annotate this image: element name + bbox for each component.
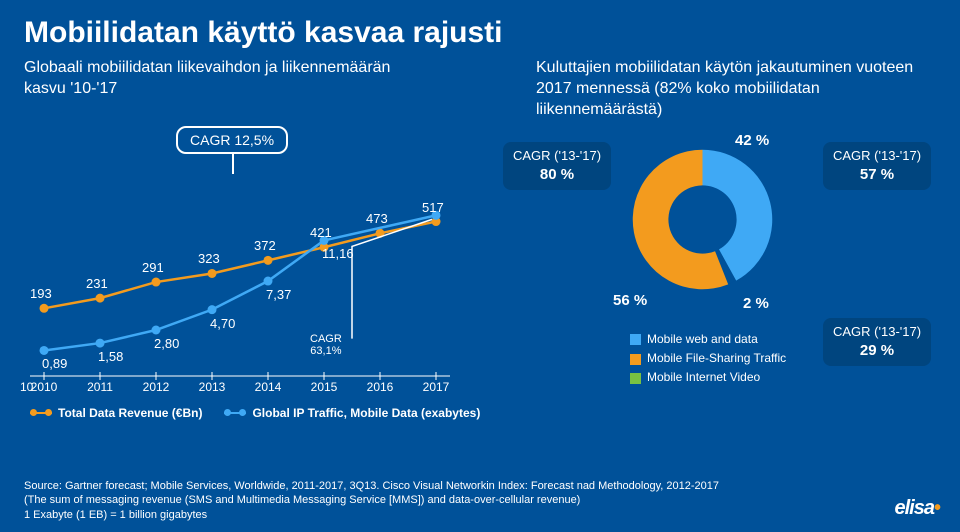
elisa-logo: elisa• <box>895 497 941 520</box>
donut-legend-item: Mobile web and data <box>630 330 786 349</box>
traffic-value-label: 2,80 <box>154 336 179 351</box>
revenue-value-label: 323 <box>198 251 220 266</box>
traffic-value-label: 4,70 <box>210 316 235 331</box>
donut-panel: 42 % 2 % 56 % Mobile web and dataMobile … <box>485 130 960 472</box>
x-axis-label: 2016 <box>357 380 403 394</box>
subtitle-right: Kuluttajien mobiilidatan käytön jakautum… <box>536 58 936 120</box>
donut-pct-left: 56 % <box>613 292 647 309</box>
cagr-mid-callout: CAGR 63,1% <box>310 333 342 357</box>
donut-pct-top: 42 % <box>735 132 769 149</box>
donut-svg <box>625 142 780 297</box>
donut-legend: Mobile web and dataMobile File-Sharing T… <box>630 330 786 388</box>
x-axis-label: 2015 <box>301 380 347 394</box>
line-chart: CAGR 12,5% 10 CAGR 63,1% Total Data Reve… <box>30 130 485 420</box>
revenue-value-label: 231 <box>86 276 108 291</box>
traffic-value-label: 11,16 <box>322 246 354 261</box>
x-axis-label: 2012 <box>133 380 179 394</box>
cagr-top-callout: CAGR 12,5% <box>176 126 288 154</box>
cagr-box: CAGR ('13-'17)80 % <box>503 142 611 190</box>
revenue-value-label: 517 <box>422 200 444 215</box>
revenue-value-label: 473 <box>366 211 388 226</box>
x-axis-label: 2014 <box>245 380 291 394</box>
x-axis-label: 2010 <box>21 380 67 394</box>
x-axis-label: 2013 <box>189 380 235 394</box>
line-chart-svg <box>30 170 450 380</box>
legend-revenue: Total Data Revenue (€Bn) <box>30 406 202 420</box>
donut-chart <box>625 142 780 297</box>
legend-traffic: Global IP Traffic, Mobile Data (exabytes… <box>224 406 480 420</box>
subtitle-row: Globaali mobiilidatan liikevaihdon ja li… <box>0 50 960 120</box>
marker-icon <box>30 412 52 414</box>
x-axis-label: 2011 <box>77 380 123 394</box>
line-chart-legend: Total Data Revenue (€Bn) Global IP Traff… <box>30 406 480 420</box>
donut-legend-item: Mobile File-Sharing Traffic <box>630 349 786 368</box>
revenue-value-label: 421 <box>310 225 332 240</box>
content-area: CAGR 12,5% 10 CAGR 63,1% Total Data Reve… <box>0 130 960 472</box>
cagr-box: CAGR ('13-'17)57 % <box>823 142 931 190</box>
traffic-value-label: 0,89 <box>42 356 67 371</box>
x-axis-label: 2017 <box>413 380 459 394</box>
traffic-value-label: 7,37 <box>266 287 291 302</box>
revenue-value-label: 193 <box>30 286 52 301</box>
traffic-value-label: 1,58 <box>98 349 123 364</box>
cagr-box: CAGR ('13-'17)29 % <box>823 318 931 366</box>
donut-pct-right: 2 % <box>743 295 769 312</box>
revenue-value-label: 291 <box>142 260 164 275</box>
donut-legend-item: Mobile Internet Video <box>630 368 786 387</box>
marker-icon <box>224 412 246 414</box>
logo-dot-icon: • <box>934 497 940 519</box>
subtitle-left: Globaali mobiilidatan liikevaihdon ja li… <box>24 58 416 120</box>
page-title: Mobiilidatan käyttö kasvaa rajusti <box>0 0 960 50</box>
source-text: Source: Gartner forecast; Mobile Service… <box>24 479 719 522</box>
revenue-value-label: 372 <box>254 238 276 253</box>
